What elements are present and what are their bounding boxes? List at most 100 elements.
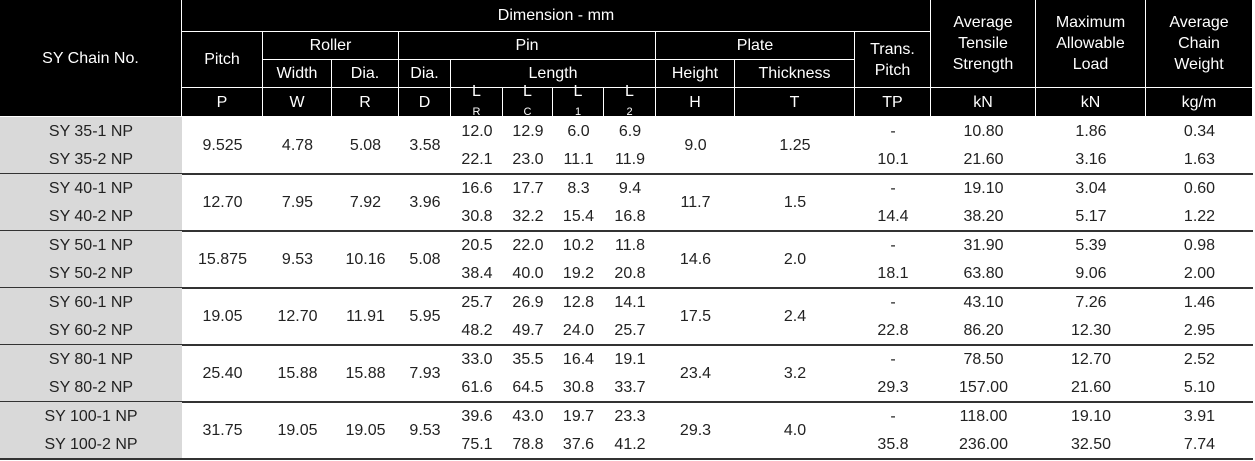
- header-cell: Thickness: [735, 60, 855, 88]
- header-cell: Pin: [399, 32, 656, 60]
- cell: 19.7: [562, 407, 595, 425]
- unit-cell: D: [399, 88, 451, 117]
- cell: 11.9: [615, 151, 645, 169]
- cell: 2.4: [783, 308, 807, 325]
- unit-cell: T: [735, 88, 855, 117]
- chain-cell: SY 100-1 NP: [0, 402, 182, 431]
- cell: 1.5: [783, 194, 807, 211]
- subscript: C: [523, 106, 532, 118]
- cell: 12.70: [277, 308, 318, 325]
- cell: 3.04: [1075, 179, 1107, 197]
- cell: 19.10: [963, 179, 1004, 197]
- cell: 236.00: [959, 436, 1008, 454]
- chain-cell: SY 35-1 NP: [0, 117, 182, 146]
- header-cell: Average Chain Weight: [1146, 0, 1253, 88]
- cell: 9.4: [618, 179, 642, 197]
- chain-cell: SY 80-1 NP: [0, 345, 182, 374]
- cell: -: [890, 179, 896, 197]
- cell: 25.7: [614, 322, 646, 340]
- group-divider: [0, 287, 1253, 289]
- symbol: L: [472, 83, 481, 100]
- cell: 22.0: [512, 236, 544, 254]
- cell: 30.8: [461, 208, 493, 226]
- cell: 5.17: [1075, 208, 1107, 226]
- cell: 10.1: [877, 151, 909, 169]
- cell: 38.4: [461, 265, 493, 283]
- cell: 37.6: [562, 436, 595, 454]
- cell: 11.8: [615, 236, 645, 254]
- cell: 3.16: [1075, 151, 1107, 169]
- cell: 64.5: [512, 379, 544, 397]
- cell: -: [890, 407, 896, 425]
- chain-cell: SY 100-2 NP: [0, 430, 182, 459]
- cell: 157.00: [959, 379, 1008, 397]
- header-cell: Maximum Allowable Load: [1036, 0, 1146, 88]
- line: Allowable: [1056, 35, 1125, 52]
- cell: 49.7: [512, 322, 544, 340]
- cell: 23.4: [679, 365, 712, 382]
- cell: 12.0: [461, 122, 493, 140]
- group-divider: [0, 401, 1253, 403]
- cell: 22.8: [877, 322, 909, 340]
- cell: 32.2: [512, 208, 544, 226]
- cell: 15.88: [345, 365, 386, 382]
- chain-cell: SY 35-2 NP: [0, 145, 182, 174]
- header-cell: Dimension - mm: [182, 0, 931, 32]
- cell: 4.0: [783, 422, 807, 439]
- cell: 20.8: [614, 265, 646, 283]
- cell: 5.08: [409, 251, 441, 268]
- cell: 7.95: [281, 194, 314, 211]
- cell: 12.8: [562, 293, 595, 311]
- cell: 10.2: [562, 236, 595, 254]
- line: Weight: [1174, 56, 1224, 73]
- cell: 16.8: [614, 208, 646, 226]
- cell: 10.16: [345, 251, 386, 268]
- cell: 35.5: [512, 350, 544, 368]
- header-cell: Length: [451, 60, 656, 88]
- header-cell: Roller: [263, 32, 399, 60]
- cell: 31.90: [963, 236, 1004, 254]
- cell: 11.7: [680, 194, 711, 211]
- unit-cell: H: [656, 88, 735, 117]
- cell: 33.7: [614, 379, 646, 397]
- cell: 15.875: [198, 251, 247, 268]
- cell: 19.2: [562, 265, 595, 283]
- cell: 6.0: [567, 122, 590, 140]
- cell: 23.0: [512, 151, 544, 169]
- cell: 23.3: [614, 407, 646, 425]
- cell: 17.5: [679, 308, 712, 325]
- line: Trans.: [870, 40, 915, 58]
- chain-cell: SY 40-1 NP: [0, 174, 182, 203]
- line: Chain: [1178, 35, 1220, 52]
- cell: 2.00: [1183, 265, 1216, 283]
- group-divider: [0, 173, 1253, 175]
- cell: 14.6: [679, 251, 712, 268]
- header-cell: Average Tensile Strength: [931, 0, 1036, 88]
- cell: 7.74: [1183, 436, 1216, 454]
- cell: 3.91: [1183, 407, 1216, 425]
- cell: 5.10: [1183, 379, 1216, 397]
- cell: -: [890, 122, 896, 140]
- cell: 41.2: [614, 436, 646, 454]
- cell: 63.80: [963, 265, 1004, 283]
- cell: 35.8: [877, 436, 909, 454]
- cell: 39.6: [461, 407, 493, 425]
- cell: 12.70: [202, 194, 243, 211]
- cell: 12.70: [1070, 350, 1112, 368]
- cell: 10.80: [963, 122, 1004, 140]
- header-cell: Pitch: [182, 32, 263, 88]
- header-cell: Width: [263, 60, 332, 88]
- unit-cell: P: [182, 88, 263, 117]
- symbol: L: [625, 83, 634, 100]
- cell: 16.6: [461, 179, 493, 197]
- chain-cell: SY 60-2 NP: [0, 316, 182, 345]
- cell: 26.9: [512, 293, 544, 311]
- cell: 3.58: [409, 137, 441, 154]
- header-cell: Dia.: [399, 60, 451, 88]
- cell: 16.4: [562, 350, 595, 368]
- cell: 61.6: [461, 379, 493, 397]
- cell: 15.88: [277, 365, 318, 382]
